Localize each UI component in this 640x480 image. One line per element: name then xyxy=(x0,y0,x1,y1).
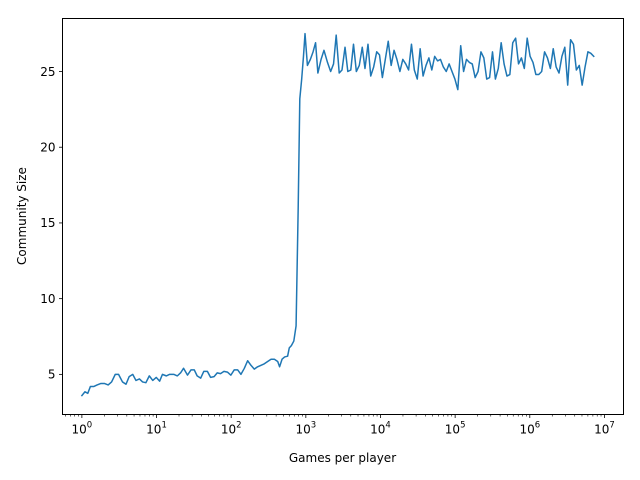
series-line-1 xyxy=(80,32,595,397)
y-axis-label: Community Size xyxy=(15,167,29,265)
y-axis-ticks: 5 10 15 20 25 xyxy=(40,65,63,382)
x-axis-label: Games per player xyxy=(289,451,396,465)
y-tick-label: 15 xyxy=(40,216,55,230)
y-tick-label: 5 xyxy=(48,368,56,382)
y-tick-label: 20 xyxy=(40,141,55,155)
plot-frame xyxy=(62,18,624,415)
y-tick-label: 25 xyxy=(40,65,55,79)
y-tick-label: 10 xyxy=(40,292,55,306)
plot-area xyxy=(80,32,595,397)
